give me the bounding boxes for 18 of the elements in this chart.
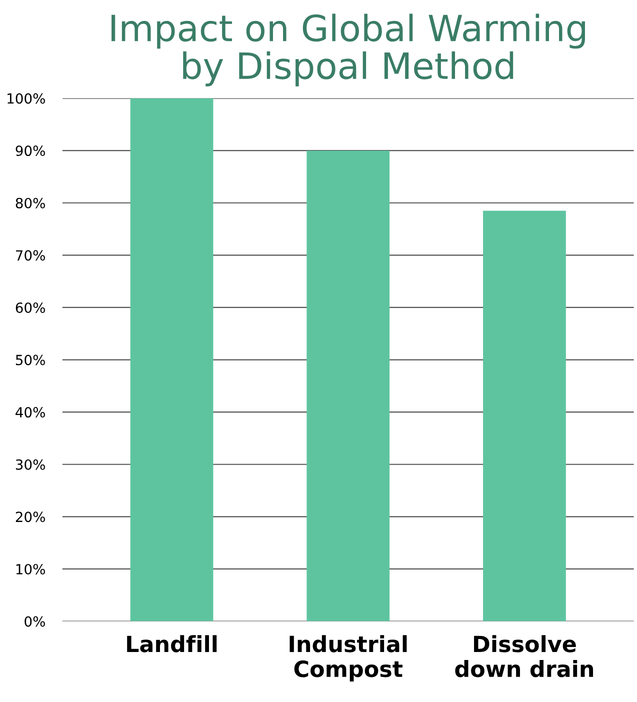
y-tick-label: 70% — [16, 250, 45, 261]
bar — [483, 210, 566, 622]
y-tick-label: 90% — [16, 146, 45, 156]
y-tick-label: 50% — [16, 354, 45, 366]
y-tick-label: 20% — [16, 512, 45, 522]
bar — [130, 98, 214, 622]
y-tick-label: 60% — [16, 302, 45, 313]
x-tick-label: Industrial Compost — [290, 635, 407, 682]
x-tick-label: Landfill — [127, 635, 217, 652]
y-tick-label: 10% — [16, 564, 45, 574]
chart-title: Impact on Global Warming by Dispoal Method — [112, 14, 585, 86]
y-tick-label: 0% — [24, 616, 45, 627]
y-tick-label: 100% — [8, 93, 45, 104]
y-tick-label: 30% — [16, 459, 45, 470]
x-tick-label: Dissolve down drain — [455, 635, 594, 678]
y-tick-label: 40% — [16, 407, 45, 418]
y-tick-label: 80% — [16, 198, 45, 208]
bar — [306, 150, 390, 622]
